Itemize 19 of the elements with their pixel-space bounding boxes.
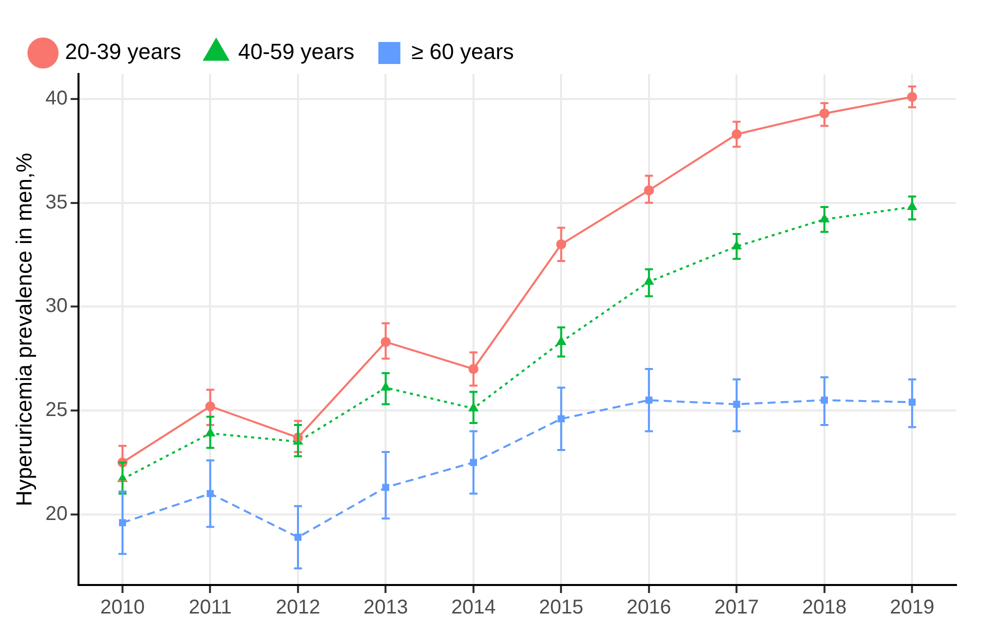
x-tick-label: 2016 — [626, 596, 672, 619]
y-axis-title: Hyperuricemia prevalence in men,% — [11, 152, 36, 506]
x-tick-label: 2013 — [363, 596, 408, 619]
y-tick-label: 30 — [45, 295, 68, 318]
legend-label: 40-59 years — [238, 39, 354, 64]
x-tick-label: 2015 — [538, 596, 584, 619]
y-tick-label: 35 — [45, 191, 68, 214]
x-tick-label: 2018 — [802, 596, 847, 619]
legend-label: ≥ 60 years — [411, 39, 514, 64]
y-tick-label: 25 — [45, 399, 68, 422]
x-tick-label: 2010 — [100, 596, 145, 619]
y-tick-label: 40 — [45, 87, 68, 110]
y-tick-label: 20 — [45, 502, 68, 525]
x-tick-label: 2017 — [714, 596, 759, 619]
x-tick-label: 2019 — [890, 596, 934, 619]
legend-label: 20-39 years — [65, 39, 182, 64]
x-tick-label: 2014 — [451, 596, 496, 619]
x-tick-label: 2012 — [276, 596, 320, 619]
x-tick-label: 2011 — [188, 596, 232, 619]
